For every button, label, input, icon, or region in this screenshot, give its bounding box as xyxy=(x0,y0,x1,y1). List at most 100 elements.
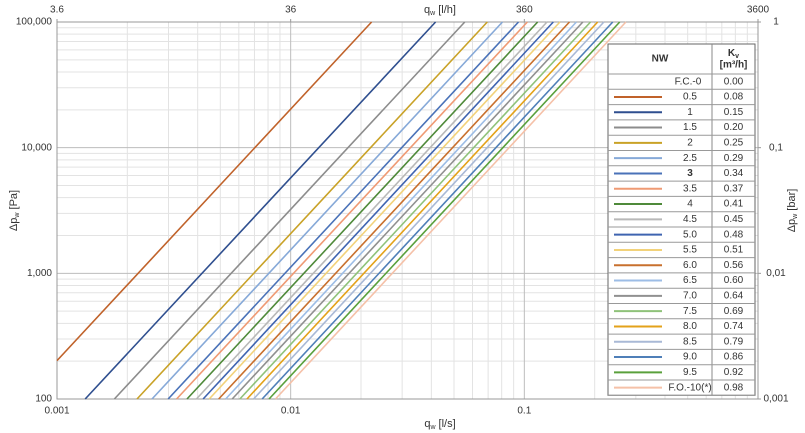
label-main: q xyxy=(424,4,430,16)
label-sub: w xyxy=(429,424,436,431)
table-header: NW xyxy=(652,54,669,65)
y2-tick-label: 0,001 xyxy=(763,394,788,405)
kv-value: 0.20 xyxy=(724,122,744,133)
legend-label: 9.0 xyxy=(683,352,697,363)
data-line xyxy=(56,21,373,362)
x2-axis-title: qw [l/h] xyxy=(424,4,456,17)
kv-value: 0.25 xyxy=(724,137,744,148)
y-tick-label: 100 xyxy=(35,394,52,405)
kv-value: 0.34 xyxy=(724,168,744,179)
data-line xyxy=(274,21,627,400)
data-line xyxy=(195,21,548,400)
data-line xyxy=(151,21,504,400)
data-line xyxy=(113,21,466,400)
kv-value: 0.74 xyxy=(724,321,744,332)
kv-value: 0.92 xyxy=(724,367,744,378)
y-tick-label: 10,000 xyxy=(21,142,52,153)
kv-value: 0.60 xyxy=(724,275,744,286)
kv-value: 0.37 xyxy=(724,183,744,194)
data-line xyxy=(167,21,520,400)
label-unit: [Pa] xyxy=(8,190,20,213)
x2-tick-label: 360 xyxy=(516,5,533,16)
label-main: Δp xyxy=(8,218,20,231)
data-line xyxy=(84,21,437,400)
kv-value: 0.45 xyxy=(724,214,744,225)
data-line xyxy=(231,21,584,400)
data-line xyxy=(268,21,621,400)
kv-value: 0.29 xyxy=(724,153,744,164)
plot-frame xyxy=(56,21,759,400)
label-sub: v xyxy=(735,53,739,60)
kv-value: 0.69 xyxy=(724,306,744,317)
table-header: Kv xyxy=(728,48,739,60)
x2-tick-label: 3.6 xyxy=(50,5,64,16)
legend-label: 5.0 xyxy=(683,229,697,240)
y2-tick-label: 0,01 xyxy=(766,268,786,279)
y-axis-title: Δpw [Pa] xyxy=(8,190,21,231)
x-tick-label: 0.01 xyxy=(281,406,301,417)
kv-value: 0.48 xyxy=(724,229,744,240)
legend-label: 6.5 xyxy=(683,275,697,286)
legend-label: 0.5 xyxy=(683,92,697,103)
legend-label: F.O.-10(*) xyxy=(668,382,711,393)
x2-tick-label: 3600 xyxy=(747,5,770,16)
data-line xyxy=(176,21,528,400)
legend-label: 3.5 xyxy=(683,183,697,194)
data-line xyxy=(225,21,577,400)
label-main: K xyxy=(728,48,736,59)
legend-label: 6.0 xyxy=(683,260,697,271)
legend-label: 8.0 xyxy=(683,321,697,332)
label-unit: [bar] xyxy=(786,189,798,214)
kv-value: 0.51 xyxy=(724,245,744,256)
data-line xyxy=(246,21,599,400)
label-sub: w xyxy=(14,212,21,219)
label-main: Δp xyxy=(786,219,798,232)
kv-value: 0.79 xyxy=(724,336,744,347)
kv-value: 0.41 xyxy=(724,199,744,210)
legend-label: 1.5 xyxy=(683,122,697,133)
x-tick-label: 0.1 xyxy=(517,406,531,417)
legend-label: 1 xyxy=(687,107,693,118)
kv-value: 0.86 xyxy=(724,352,744,363)
kv-value: 0.15 xyxy=(724,107,744,118)
y-tick-label: 100,000 xyxy=(16,17,53,28)
legend-label: 9.5 xyxy=(683,367,697,378)
legend-label: 4 xyxy=(687,199,693,210)
label-unit: [l/s] xyxy=(436,418,456,430)
y2-axis-title: Δpw [bar] xyxy=(786,189,799,233)
x-axis-title: qw [l/s] xyxy=(424,418,455,431)
label-main: q xyxy=(424,418,430,430)
data-line xyxy=(136,21,488,400)
data-line xyxy=(261,21,614,400)
y-tick-label: 1,000 xyxy=(27,268,52,279)
y2-tick-label: 1 xyxy=(773,17,779,28)
legend-label: 2.5 xyxy=(683,153,697,164)
legend-label: 4.5 xyxy=(683,214,697,225)
data-line xyxy=(218,21,571,400)
legend-label: 5.5 xyxy=(683,245,697,256)
data-line xyxy=(239,21,592,400)
label-unit: [l/h] xyxy=(435,4,456,16)
label-sub: w xyxy=(429,10,436,17)
legend-label: 7.0 xyxy=(683,290,697,301)
legend-label: 7.5 xyxy=(683,306,697,317)
data-line xyxy=(208,21,561,400)
table-header: [m³/h] xyxy=(720,60,748,71)
legend-label: F.C.-0 xyxy=(675,76,702,87)
y2-tick-label: 0,1 xyxy=(769,142,783,153)
legend-label: 3 xyxy=(687,168,693,179)
legend-label: 2 xyxy=(687,137,693,148)
data-line xyxy=(253,21,605,400)
x2-tick-label: 36 xyxy=(285,5,297,16)
kv-value: 0.98 xyxy=(724,382,744,393)
x-tick-label: 0.001 xyxy=(44,406,69,417)
kv-value: 0.64 xyxy=(724,290,744,301)
kv-value: 0.00 xyxy=(724,76,744,87)
kv-value: 0.08 xyxy=(724,92,744,103)
kv-value: 0.56 xyxy=(724,260,744,271)
data-line xyxy=(186,21,539,400)
legend-label: 8.5 xyxy=(683,336,697,347)
label-sub: w xyxy=(792,213,799,220)
data-line xyxy=(202,21,554,400)
